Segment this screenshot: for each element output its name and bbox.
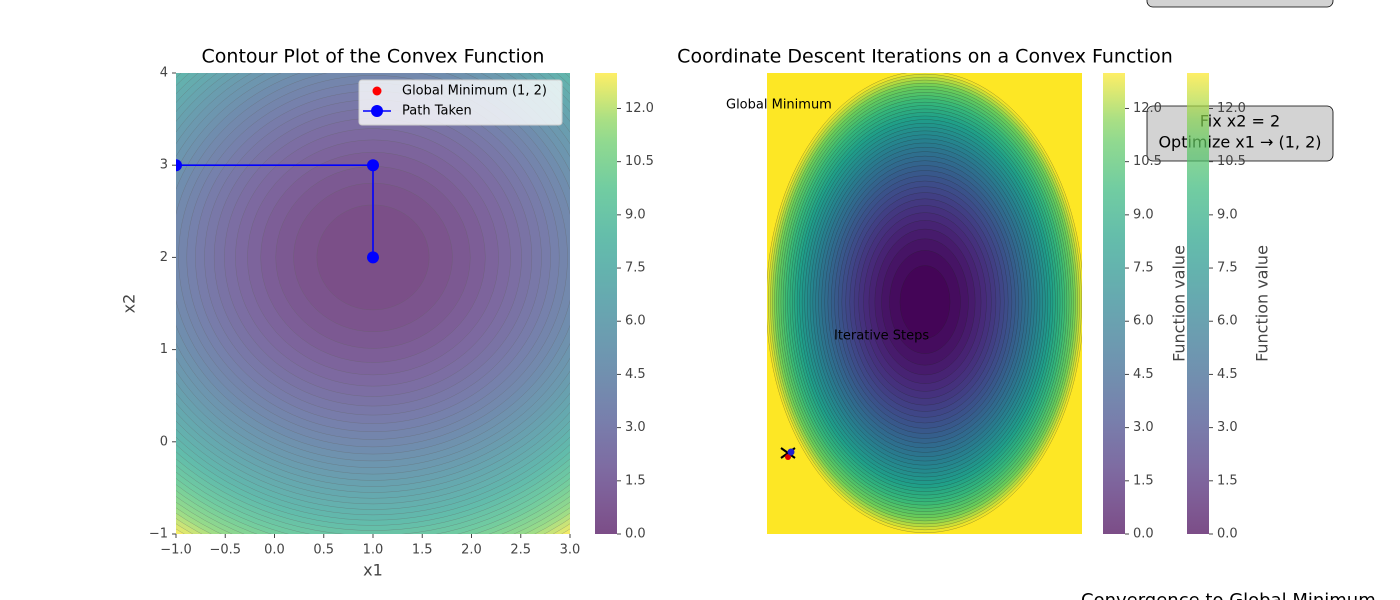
y-tick-label: 0: [160, 434, 168, 449]
x-tick-label: 1.5: [412, 543, 433, 558]
y-tick-label: 1: [160, 342, 168, 357]
step-marker: [787, 448, 795, 456]
empty-text-box: [1146, 0, 1334, 8]
box-text: Optimize x1 → (1, 2): [1158, 133, 1321, 152]
x-tick-label: −1.0: [160, 543, 192, 558]
colorbar-tick-label: 4.5: [625, 367, 646, 382]
colorbar-tick-label: 7.5: [625, 261, 646, 276]
annotation: Iterative Steps: [834, 329, 929, 344]
colorbar-tick-label: 3.0: [1217, 420, 1238, 435]
colorbar-tick-label: 6.0: [625, 314, 646, 329]
legend-marker: [372, 86, 382, 96]
x-tick-label: 2.0: [461, 543, 482, 558]
x-tick-label: 1.0: [363, 543, 384, 558]
colorbar-tick-label: 9.0: [1217, 207, 1238, 222]
colorbar-tick-label: 3.0: [625, 420, 646, 435]
charts: −1.0 −0.5 0.0 0.5 1.0 1.5 2.0 2.5 3.0 −1 0 1 2 3 4 x1 x2…: [120, 46, 1272, 580]
y-tick-label: −1: [149, 527, 168, 542]
contour-band: [899, 265, 951, 339]
colorbar-tick-label: 1.5: [625, 473, 646, 488]
box-text: Fix x2 = 2: [1200, 112, 1280, 131]
x-tick-label: 3.0: [560, 543, 581, 558]
step-marker: [785, 454, 791, 460]
colorbar-tick-label: 12.0: [1133, 101, 1162, 116]
colorbar: [595, 73, 617, 534]
x-tick-label: −0.5: [209, 543, 241, 558]
colorbar-tick-label: 0.0: [1133, 527, 1154, 542]
x-tick-label: 0.5: [313, 543, 334, 558]
colorbar: [1103, 73, 1125, 534]
colorbar-tick-label: 9.0: [1133, 207, 1154, 222]
colorbar-tick-label: 6.0: [1133, 314, 1154, 329]
colorbar-tick-label: 7.5: [1217, 261, 1238, 276]
y-tick-label: 2: [160, 250, 168, 265]
colorbar-tick-label: 1.5: [1133, 473, 1154, 488]
series-layer: [176, 159, 379, 264]
x-tick-label: 2.5: [510, 543, 531, 558]
contour-fill: [767, 73, 1082, 534]
colorbar-tick-label: 3.0: [1133, 420, 1154, 435]
y-tick-label: 4: [160, 66, 168, 81]
legend-label: Global Minimum (1, 2): [402, 84, 547, 99]
colorbar-tick-label: 4.5: [1133, 367, 1154, 382]
footer-text: Convergence to Global Minimum: [1081, 590, 1376, 600]
legend-label: Path Taken: [402, 104, 472, 119]
x-tick-label: 0.0: [264, 543, 285, 558]
colorbar-tick-label: 10.5: [1217, 154, 1246, 169]
colorbar-tick-label: 10.5: [625, 154, 654, 169]
colorbar-label: Function value: [1253, 245, 1272, 362]
annotation: Global Minimum: [726, 98, 832, 113]
colorbar-tick-label: 7.5: [1133, 261, 1154, 276]
colorbar-tick-label: 0.0: [1217, 527, 1238, 542]
colorbar-tick-label: 12.0: [1217, 101, 1246, 116]
path-point: [367, 159, 379, 172]
x-axis-label: x1: [363, 561, 383, 580]
legend-box: [358, 79, 563, 126]
colorbar-label: Function value: [1170, 245, 1189, 362]
colorbar-tick-label: 9.0: [625, 207, 646, 222]
chart-title: Coordinate Descent Iterations on a Conve…: [677, 46, 1173, 68]
path-point: [176, 159, 182, 172]
colorbar-tick-label: 10.5: [1133, 154, 1162, 169]
colorbar-tick-label: 6.0: [1217, 314, 1238, 329]
chart-title: Contour Plot of the Convex Function: [202, 46, 545, 68]
y-axis-label: x2: [120, 294, 139, 314]
colorbar-tick-label: 12.0: [625, 101, 654, 116]
legend-marker: [371, 105, 383, 117]
colorbar: [1187, 73, 1209, 534]
colorbar-tick-label: 4.5: [1217, 367, 1238, 382]
colorbar-tick-label: 1.5: [1217, 473, 1238, 488]
colorbar-tick-label: 0.0: [625, 527, 646, 542]
y-tick-label: 3: [160, 158, 168, 173]
path-point: [367, 251, 379, 264]
